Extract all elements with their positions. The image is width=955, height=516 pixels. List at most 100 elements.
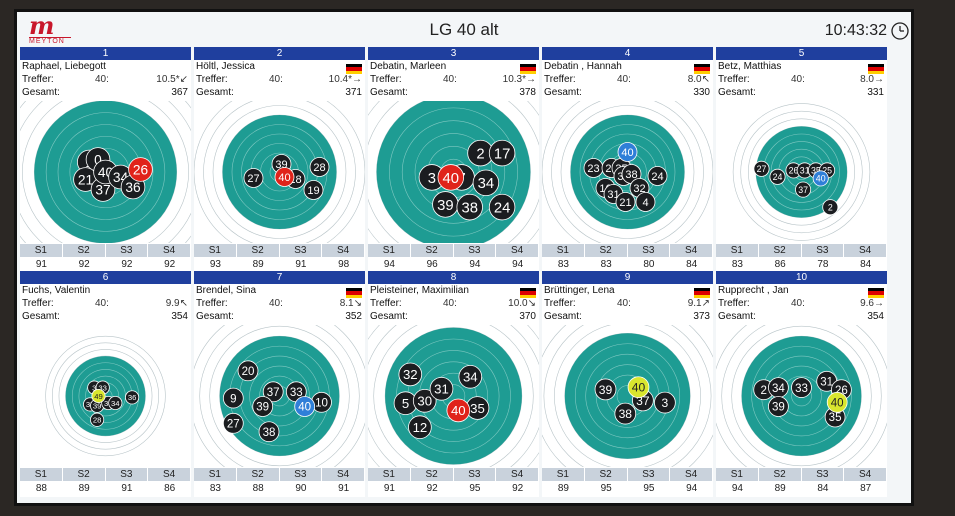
series-value: 80 xyxy=(643,259,655,270)
shot-number: 34 xyxy=(772,383,785,395)
last-shot-value: 10.0↘ xyxy=(508,298,536,309)
shot-marker: 33 xyxy=(791,377,812,398)
shot-number: 24 xyxy=(651,171,663,183)
treffer-label: Treffer: xyxy=(370,298,402,309)
series-label: S1 xyxy=(20,244,63,257)
lane-panel[interactable]: 8 Pleisteiner, Maximilian Treffer: 40: 10.0↘… xyxy=(368,271,539,497)
series-value: 90 xyxy=(295,483,307,494)
target-face: 20 9 37 33 39 27 38 10 40 xyxy=(194,325,365,467)
series-table: S1 S2 S3 S4 83 88 90 91 xyxy=(194,468,365,496)
series-value: 95 xyxy=(643,483,655,494)
target-face: 23253539163138322421440 xyxy=(542,101,713,243)
target-ring-inner xyxy=(579,124,676,220)
shot-number: 32 xyxy=(633,183,645,195)
shot-number: 21 xyxy=(78,173,93,188)
shooter-name: Raphael, Liebegott xyxy=(22,61,106,72)
shot-number: 27 xyxy=(247,173,259,185)
series-value: 83 xyxy=(557,259,569,270)
shot-number: 5 xyxy=(402,396,409,411)
shot-number: 35 xyxy=(470,401,485,416)
series-label: S1 xyxy=(194,468,237,481)
germany-flag-icon xyxy=(694,64,710,74)
series-value: 86 xyxy=(774,259,786,270)
series-values: 89 95 95 94 xyxy=(542,481,713,496)
shot-marker: 4 xyxy=(635,192,656,212)
clock-icon xyxy=(891,22,909,40)
lane-panel[interactable]: 4 Debatin , Hannah Treffer: 40: 8.0↖ Gesamt: 3… xyxy=(542,47,713,273)
series-label: S1 xyxy=(194,244,237,257)
series-label: S3 xyxy=(280,468,323,481)
shot-number: 40 xyxy=(816,174,826,184)
target-ring-inner xyxy=(57,124,154,220)
germany-flag-icon xyxy=(868,288,884,298)
last-shot-value: 10.4*→ xyxy=(328,74,362,85)
series-value: 94 xyxy=(512,259,524,270)
lane-panel[interactable]: 3 Debatin, Marleen Treffer: 40: 10.3*→ Gesamt… xyxy=(368,47,539,273)
series-label: S2 xyxy=(411,468,454,481)
shot-marker: 38 xyxy=(614,402,637,425)
shot-marker: 24 xyxy=(488,193,516,221)
target-ring xyxy=(219,335,340,457)
series-label: S3 xyxy=(802,468,845,481)
lane-panel[interactable]: 9 Brüttinger, Lena Treffer: 40: 9.1↗ Gesamt: 3… xyxy=(542,271,713,497)
series-label: S2 xyxy=(237,244,280,257)
series-values: 88 89 91 86 xyxy=(20,481,191,496)
series-value: 92 xyxy=(426,483,438,494)
lane-panel[interactable]: 1 Raphael, Liebegott Treffer: 40: 10.5*↙ Gesa… xyxy=(20,47,191,273)
shot-number: 24 xyxy=(494,201,511,217)
germany-flag-icon xyxy=(520,64,536,74)
shot-marker: 32 xyxy=(398,362,423,387)
last-shot-marker: 40 xyxy=(294,396,316,417)
shot-number: 37 xyxy=(798,185,808,195)
shot-marker: 12 xyxy=(408,415,432,439)
lane-panel[interactable]: 10 Rupprecht , Jan Treffer: 40: 9.6→ Gesamt: 3… xyxy=(716,271,887,497)
target-ring xyxy=(551,101,704,243)
series-table: S1 S2 S3 S4 91 92 92 92 xyxy=(20,244,191,272)
shot-number: 31 xyxy=(820,377,833,389)
lane-panel[interactable]: 2 Höltl, Jessica Treffer: 40: 10.4*→ Gesamt: 3… xyxy=(194,47,365,273)
total-score: 371 xyxy=(345,87,362,98)
last-shot-marker: 40 xyxy=(437,164,465,191)
shot-number: 37 xyxy=(95,183,110,198)
shot-marker: 27 xyxy=(243,168,264,188)
series-label: S3 xyxy=(106,244,149,257)
shot-number: 0 xyxy=(94,153,102,168)
shot-number: 28 xyxy=(93,416,102,425)
lane-panel[interactable]: 7 Brendel, Sina Treffer: 40: 8.1↘ Gesamt: 352 2… xyxy=(194,271,365,497)
treffer-label: Treffer: xyxy=(544,74,576,85)
last-shot-value: 9.6→ xyxy=(860,298,884,309)
series-table: S1 S2 S3 S4 83 86 78 84 xyxy=(716,244,887,272)
shot-marker: 35 xyxy=(465,396,490,420)
logo-mark: m xyxy=(29,11,55,40)
series-value: 95 xyxy=(600,483,612,494)
target-ring-inner xyxy=(249,365,310,427)
germany-flag-icon xyxy=(346,288,362,298)
series-label: S4 xyxy=(148,244,191,257)
shot-number: 38 xyxy=(625,169,637,181)
shot-marker: 21 xyxy=(615,192,636,212)
series-value: 83 xyxy=(600,259,612,270)
shot-marker: 39 xyxy=(432,191,459,218)
series-value: 94 xyxy=(686,483,698,494)
series-label: S4 xyxy=(670,244,713,257)
lane-panel[interactable]: 6 Fuchs, Valentin Treffer: 40: 9.9↖ Gesamt: 35… xyxy=(20,271,191,497)
series-label: S3 xyxy=(454,244,497,257)
shot-marker: 37 xyxy=(795,181,812,198)
shooter-name: Debatin, Marleen xyxy=(370,61,447,72)
shot-number: 40 xyxy=(443,171,460,187)
series-value: 91 xyxy=(121,483,133,494)
series-values: 93 89 91 98 xyxy=(194,257,365,272)
shot-number: 26 xyxy=(789,166,799,176)
shooter-name: Höltl, Jessica xyxy=(196,61,255,72)
total-score: 352 xyxy=(345,311,362,322)
lane-number: 1 xyxy=(20,47,191,60)
shot-number: 39 xyxy=(599,383,613,397)
target-ring xyxy=(732,103,871,241)
treffer-label: Treffer: xyxy=(370,74,402,85)
series-header: S1 S2 S3 S4 xyxy=(542,468,713,481)
lane-number: 2 xyxy=(194,47,365,60)
series-table: S1 S2 S3 S4 94 96 94 94 xyxy=(368,244,539,272)
shot-number: 40 xyxy=(632,381,646,395)
lane-panel[interactable]: 5 Betz, Matthias Treffer: 40: 8.0→ Gesamt: 331… xyxy=(716,47,887,273)
shot-number: 38 xyxy=(461,201,478,217)
